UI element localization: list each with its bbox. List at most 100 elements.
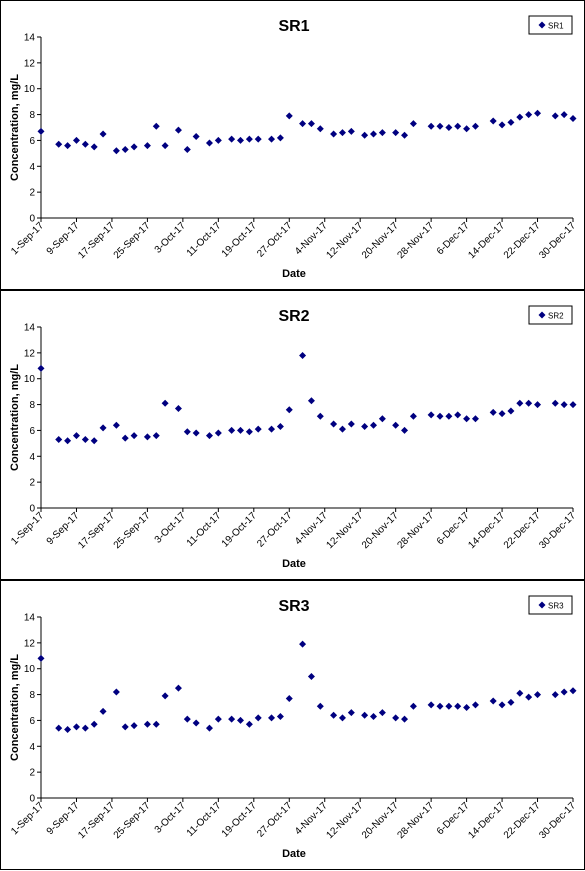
data-point	[99, 130, 107, 138]
data-point	[161, 142, 169, 150]
data-point	[498, 410, 506, 418]
data-point	[37, 654, 45, 662]
data-point	[489, 408, 497, 416]
data-point	[183, 428, 191, 436]
data-point	[112, 421, 120, 429]
x-tick-label: 22-Dec-17	[502, 220, 543, 261]
y-axis-label: Concentration, mg/L	[9, 74, 21, 181]
data-point	[307, 672, 315, 680]
x-tick-label: 30-Dec-17	[537, 800, 578, 841]
x-tick-label: 17-Sep-17	[76, 800, 117, 841]
x-tick-label: 12-Nov-17	[325, 510, 366, 551]
data-point	[445, 702, 453, 710]
y-axis-label: Concentration, mg/L	[9, 364, 21, 471]
data-point	[409, 120, 417, 128]
y-tick-label: 2	[29, 478, 35, 489]
data-point	[445, 412, 453, 420]
data-point	[560, 688, 568, 696]
data-point	[90, 437, 98, 445]
data-point	[471, 415, 479, 423]
data-point	[401, 131, 409, 139]
y-tick-label: 8	[29, 690, 35, 701]
x-tick-label: 14-Dec-17	[466, 800, 507, 841]
x-tick-label: 20-Nov-17	[360, 510, 401, 551]
x-tick-label: 30-Dec-17	[537, 220, 578, 261]
data-point	[560, 401, 568, 409]
data-point	[436, 122, 444, 130]
data-point	[316, 702, 324, 710]
data-point	[409, 412, 417, 420]
data-point	[401, 426, 409, 434]
data-point	[516, 689, 524, 697]
data-point	[130, 143, 138, 151]
y-tick-label: 10	[24, 84, 36, 95]
data-point	[161, 399, 169, 407]
x-tick-label: 3-Oct-17	[153, 800, 189, 836]
data-point	[192, 133, 200, 141]
data-point	[507, 407, 515, 415]
x-tick-label: 17-Sep-17	[76, 510, 117, 551]
data-point	[121, 723, 129, 731]
data-point	[454, 122, 462, 130]
data-point	[152, 432, 160, 440]
data-point	[489, 117, 497, 125]
chart-svg: SR3 0 2 4 6 8 10 12 14 Concentration, mg/L 1-Sep-1…	[9, 595, 578, 860]
data-point	[392, 421, 400, 429]
data-point	[64, 142, 72, 150]
x-tick-label: 9-Sep-17	[45, 800, 82, 837]
data-point	[378, 709, 386, 717]
data-point	[307, 397, 315, 405]
data-point	[55, 724, 63, 732]
x-tick-label: 9-Sep-17	[45, 510, 82, 547]
x-tick-label: 11-Oct-17	[185, 220, 224, 259]
data-point	[237, 136, 244, 144]
x-tick-label: 1-Sep-17	[9, 800, 46, 837]
y-tick-label: 2	[29, 768, 35, 779]
legend-marker	[538, 21, 546, 29]
data-point	[516, 399, 524, 407]
data-point	[569, 114, 577, 122]
data-point	[72, 136, 80, 144]
legend: SR3	[528, 595, 573, 615]
x-tick-label: 22-Dec-17	[502, 800, 543, 841]
data-point	[299, 120, 307, 128]
data-point	[378, 415, 386, 423]
data-point	[316, 125, 324, 133]
data-point	[64, 437, 72, 445]
data-point	[378, 129, 386, 137]
legend: SR1	[528, 15, 573, 35]
x-tick-label: 28-Nov-17	[395, 510, 436, 551]
x-tick-label: 11-Oct-17	[185, 800, 224, 839]
data-point	[285, 406, 293, 414]
data-point	[525, 399, 533, 407]
data-point	[299, 351, 307, 359]
data-point	[99, 424, 107, 432]
legend-box	[528, 305, 573, 325]
data-point	[130, 722, 138, 730]
data-point	[498, 121, 506, 129]
data-point	[569, 401, 577, 409]
data-point	[254, 425, 262, 433]
data-point	[55, 140, 63, 148]
x-tick-label: 11-Oct-17	[185, 510, 224, 549]
data-point	[285, 112, 293, 120]
x-axis-label: Date	[282, 558, 306, 570]
data-point	[409, 702, 417, 710]
data-point	[534, 401, 542, 409]
x-tick-label: 25-Sep-17	[112, 510, 153, 551]
data-point	[245, 135, 253, 143]
data-point	[427, 411, 435, 419]
data-point	[81, 140, 89, 148]
data-point	[245, 720, 253, 728]
data-point	[471, 122, 479, 130]
data-point	[152, 122, 160, 130]
data-point	[161, 692, 169, 700]
data-point	[427, 122, 435, 130]
x-tick-label: 6-Dec-17	[435, 800, 472, 837]
x-axis-label: Date	[282, 268, 306, 280]
y-tick-label: 6	[29, 716, 35, 727]
data-point	[37, 364, 45, 372]
chart-panel-sr2: SR2 0 2 4 6 8 10 12 14 Concentration, mg/L 1-Sep-1…	[0, 290, 585, 580]
data-point	[90, 143, 98, 151]
x-axis-label: Date	[282, 848, 306, 860]
